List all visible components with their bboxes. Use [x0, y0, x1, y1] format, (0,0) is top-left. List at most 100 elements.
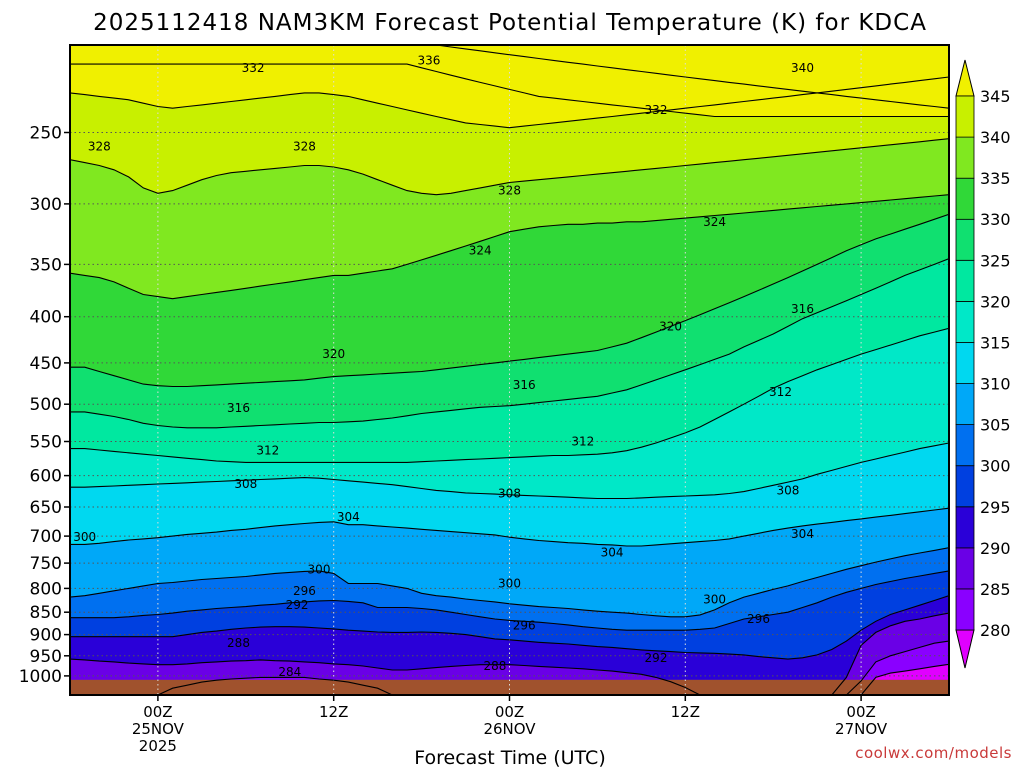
contour-label: 296	[293, 584, 316, 598]
colorbar-segment-290	[955, 506, 975, 549]
colorbar-segment-335	[955, 136, 975, 179]
ytick-label-900: 900	[30, 626, 62, 646]
ytick-label-250: 250	[30, 124, 62, 144]
contour-label: 332	[645, 103, 668, 117]
x-axis-label: Forecast Time (UTC)	[414, 747, 605, 768]
xtick-label-2-0: 00Z	[495, 703, 524, 721]
contour-label: 288	[483, 659, 506, 673]
colorbar-segment-305	[955, 383, 975, 425]
contour-line-12	[70, 138, 949, 196]
contour-label: 312	[769, 385, 792, 399]
contour-label: 304	[337, 510, 360, 524]
ytick-label-400: 400	[30, 308, 62, 328]
contour-line-10	[70, 213, 949, 388]
colorbar-segment-280	[955, 588, 975, 631]
ytick-label-1000: 1000	[19, 667, 62, 687]
xtick-label-3-0: 12Z	[671, 703, 700, 721]
colorbar-label-285: 285	[980, 580, 1011, 599]
contour-label: 328	[88, 139, 111, 153]
contour-line-14	[70, 63, 949, 118]
terrain-layer	[70, 679, 949, 695]
contour-label: 332	[242, 61, 265, 75]
xtick-label-2-1: 26NOV	[483, 720, 536, 738]
contour-label: 284	[278, 665, 301, 679]
contour-label: 300	[308, 562, 331, 576]
contour-label: 328	[293, 139, 316, 153]
colorbar-label-345: 345	[980, 87, 1011, 106]
colorbar-segment-340	[955, 95, 975, 138]
contour-label: 300	[703, 593, 726, 607]
contour-label: 308	[776, 483, 799, 497]
contour-line-9	[70, 258, 949, 429]
contour-line-2	[70, 612, 949, 695]
colorbar-segment-300	[955, 424, 975, 467]
colorbar-segment-315	[955, 300, 975, 343]
contour-label: 324	[469, 244, 492, 258]
contour-label: 300	[498, 577, 521, 591]
contour-label: 296	[747, 612, 770, 626]
ytick-label-450: 450	[30, 354, 62, 374]
y-axis: 250 300 350 400 450 500 550 600 650 700 750 800 850 9…	[19, 124, 70, 687]
colorbar-label-305: 305	[980, 416, 1011, 435]
contour-line-6	[70, 507, 949, 547]
ytick-label-700: 700	[30, 527, 62, 547]
colorbar-top-cap	[955, 59, 975, 97]
contour-line-3	[70, 595, 949, 660]
contour-label: 316	[791, 302, 814, 316]
contour-label: 336	[417, 53, 440, 67]
xtick-label-4-0: 00Z	[846, 703, 875, 721]
contour-label: 288	[227, 636, 250, 650]
colorbar-label-300: 300	[980, 457, 1011, 476]
contour-line-15	[70, 45, 949, 109]
contour-label: 312	[571, 435, 594, 449]
contour-line-11	[70, 194, 949, 300]
contour-label: 320	[322, 347, 345, 361]
credit-text: coolwx.com/models	[855, 744, 1012, 762]
contour-label: 292	[286, 598, 309, 612]
xtick-label-1-0: 12Z	[319, 703, 348, 721]
colorbar: 280 285 290 295 300 305 310 315 320 325 330 335 340 3…	[955, 59, 1011, 669]
contour-label: 316	[513, 378, 536, 392]
colorbar-label-295: 295	[980, 498, 1011, 517]
xtick-label-0-1: 25NOV	[132, 720, 185, 738]
terrain	[70, 679, 949, 695]
contour-label: 340	[791, 61, 814, 75]
contour-label: 308	[234, 477, 257, 491]
ytick-label-800: 800	[30, 579, 62, 599]
contour-label: 304	[791, 527, 814, 541]
contour-line-7	[70, 442, 949, 500]
xtick-label-0-0: 00Z	[143, 703, 172, 721]
contour-label: 296	[513, 618, 536, 632]
ytick-label-750: 750	[30, 554, 62, 574]
xtick-label-0-2: 2025	[139, 737, 177, 755]
contour-label: 292	[645, 651, 668, 665]
contour-line-4	[70, 570, 949, 631]
colorbar-label-340: 340	[980, 128, 1011, 147]
colorbar-segment-295	[955, 465, 975, 508]
contour-label: 320	[659, 319, 682, 333]
colorbar-segment-325	[955, 218, 975, 261]
chart-title: 2025112418 NAM3KM Forecast Potential Tem…	[93, 10, 927, 36]
contour-label: 300	[73, 530, 96, 544]
colorbar-segment-320	[955, 259, 975, 302]
colorbar-label-325: 325	[980, 251, 1011, 270]
contour-label: 312	[256, 444, 279, 458]
colorbar-segment-285	[955, 547, 975, 590]
contour-label: 316	[227, 401, 250, 415]
colorbar-segment-310	[955, 342, 975, 384]
colorbar-segment-330	[955, 177, 975, 220]
band-17	[70, 45, 949, 109]
contour-line-1	[70, 640, 949, 695]
colorbar-label-330: 330	[980, 210, 1011, 229]
contour-label: 308	[498, 487, 521, 501]
contour-label: 304	[601, 546, 624, 560]
ytick-label-550: 550	[30, 433, 62, 453]
contour-line-13	[70, 76, 949, 129]
ytick-label-650: 650	[30, 498, 62, 518]
ytick-label-950: 950	[30, 647, 62, 667]
contour-label: 324	[703, 215, 726, 229]
colorbar-label-280: 280	[980, 621, 1011, 640]
ytick-label-850: 850	[30, 603, 62, 623]
colorbar-label-335: 335	[980, 169, 1011, 188]
